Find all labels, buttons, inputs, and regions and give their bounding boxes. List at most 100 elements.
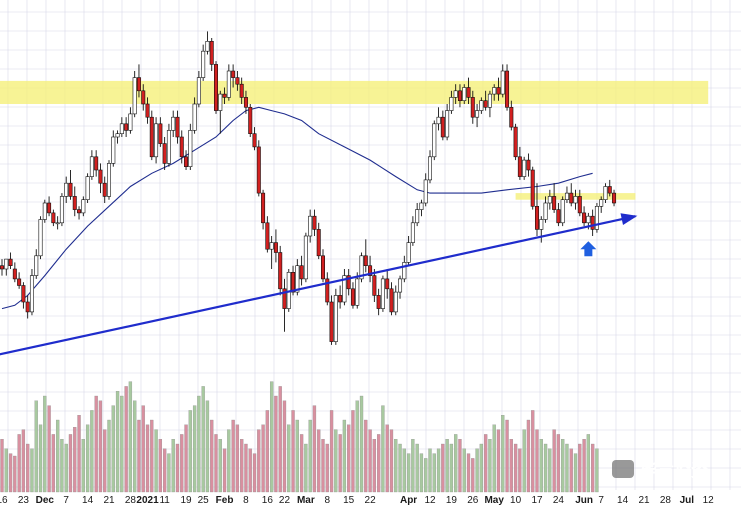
- candle: [329, 295, 334, 345]
- volume-bar: [552, 429, 556, 493]
- candle: [158, 117, 163, 147]
- volume-bar: [231, 419, 235, 493]
- volume-bar: [501, 415, 505, 493]
- candle: [154, 117, 159, 164]
- volume-bar: [398, 443, 402, 493]
- candle-body: [282, 288, 287, 309]
- candle: [385, 269, 390, 299]
- candle-body: [158, 123, 163, 144]
- candle: [547, 189, 552, 210]
- volume-bar: [180, 434, 184, 493]
- volume-bar: [158, 439, 163, 493]
- candle: [599, 196, 604, 213]
- volume-bar: [222, 448, 227, 493]
- volume-bar: [535, 429, 539, 493]
- volume-bar: [4, 448, 8, 493]
- volume-bar: [406, 453, 411, 493]
- candle: [231, 64, 236, 88]
- volume-bar: [201, 386, 205, 493]
- candle-body: [436, 116, 441, 125]
- x-tick-label: 8: [243, 495, 249, 506]
- candle: [136, 64, 141, 98]
- candle: [316, 222, 321, 260]
- candle-body: [590, 215, 595, 230]
- volume-bar: [171, 439, 175, 493]
- volume-bar: [154, 429, 158, 493]
- volume-bar: [30, 448, 34, 493]
- candle: [436, 107, 441, 131]
- volume-bar: [513, 443, 518, 493]
- volume-bar: [299, 434, 304, 493]
- volume-bar: [73, 427, 77, 493]
- candle: [530, 166, 535, 210]
- candle-body: [188, 130, 193, 167]
- candle: [320, 249, 325, 283]
- candle-body: [577, 196, 582, 214]
- volume-bar: [274, 395, 278, 493]
- volume-bar: [137, 419, 141, 493]
- volume-bar: [338, 434, 342, 493]
- candle: [192, 97, 197, 134]
- candle-body: [320, 255, 325, 280]
- volume-bar: [13, 455, 17, 493]
- volume-bar: [565, 443, 569, 493]
- volume-bar: [227, 429, 231, 493]
- volume-bar: [214, 434, 218, 493]
- volume-bar: [389, 429, 394, 493]
- candle-body: [128, 113, 133, 131]
- volume-bar: [128, 381, 133, 493]
- volume-bar: [265, 410, 270, 493]
- candle: [612, 189, 617, 207]
- candle-body: [312, 215, 317, 230]
- candle: [273, 229, 278, 263]
- candle: [261, 189, 266, 230]
- candle: [17, 272, 22, 289]
- volume-bar: [188, 410, 192, 493]
- candle: [308, 209, 313, 243]
- candle: [141, 84, 146, 111]
- volume-bar: [252, 453, 257, 493]
- candle-body: [368, 265, 373, 276]
- candle: [119, 117, 124, 137]
- candle: [607, 179, 612, 197]
- x-tick-label: 26: [467, 495, 479, 506]
- candle: [582, 206, 587, 227]
- candle-body: [539, 219, 544, 230]
- watermark-text: 毕肯投资: [640, 460, 708, 481]
- candle-body: [325, 278, 330, 303]
- candle: [171, 110, 176, 137]
- candle: [410, 216, 415, 246]
- candle-body: [209, 40, 214, 65]
- candle-body: [12, 268, 17, 280]
- candle: [368, 255, 373, 283]
- x-tick-label: 7: [63, 495, 69, 506]
- volume-bar: [60, 439, 64, 493]
- candle-body: [299, 265, 304, 280]
- candle: [423, 173, 428, 207]
- volume-bar: [64, 443, 68, 493]
- candle: [406, 236, 411, 266]
- x-axis: 1623Dec71421282021111925Feb81622Mar81522…: [0, 495, 714, 506]
- candle: [175, 110, 180, 144]
- candle-body: [98, 169, 103, 184]
- volume-bar: [287, 424, 291, 493]
- candle: [539, 216, 544, 243]
- candle-body: [17, 278, 22, 286]
- volume-bars: [0, 381, 599, 493]
- candle: [453, 84, 458, 104]
- candle-body: [34, 255, 39, 276]
- candle-body: [445, 110, 450, 138]
- candle: [256, 140, 261, 197]
- volume-bar: [43, 395, 47, 493]
- candle-body: [607, 186, 612, 194]
- candle-body: [423, 179, 428, 204]
- candle: [132, 71, 137, 118]
- volume-bar: [145, 424, 150, 493]
- volume-bar: [329, 410, 334, 493]
- candle: [278, 245, 283, 296]
- candle: [445, 104, 450, 141]
- candle-body: [162, 143, 167, 164]
- candle: [269, 236, 274, 269]
- candle-body: [205, 40, 210, 52]
- volume-bar: [47, 405, 51, 493]
